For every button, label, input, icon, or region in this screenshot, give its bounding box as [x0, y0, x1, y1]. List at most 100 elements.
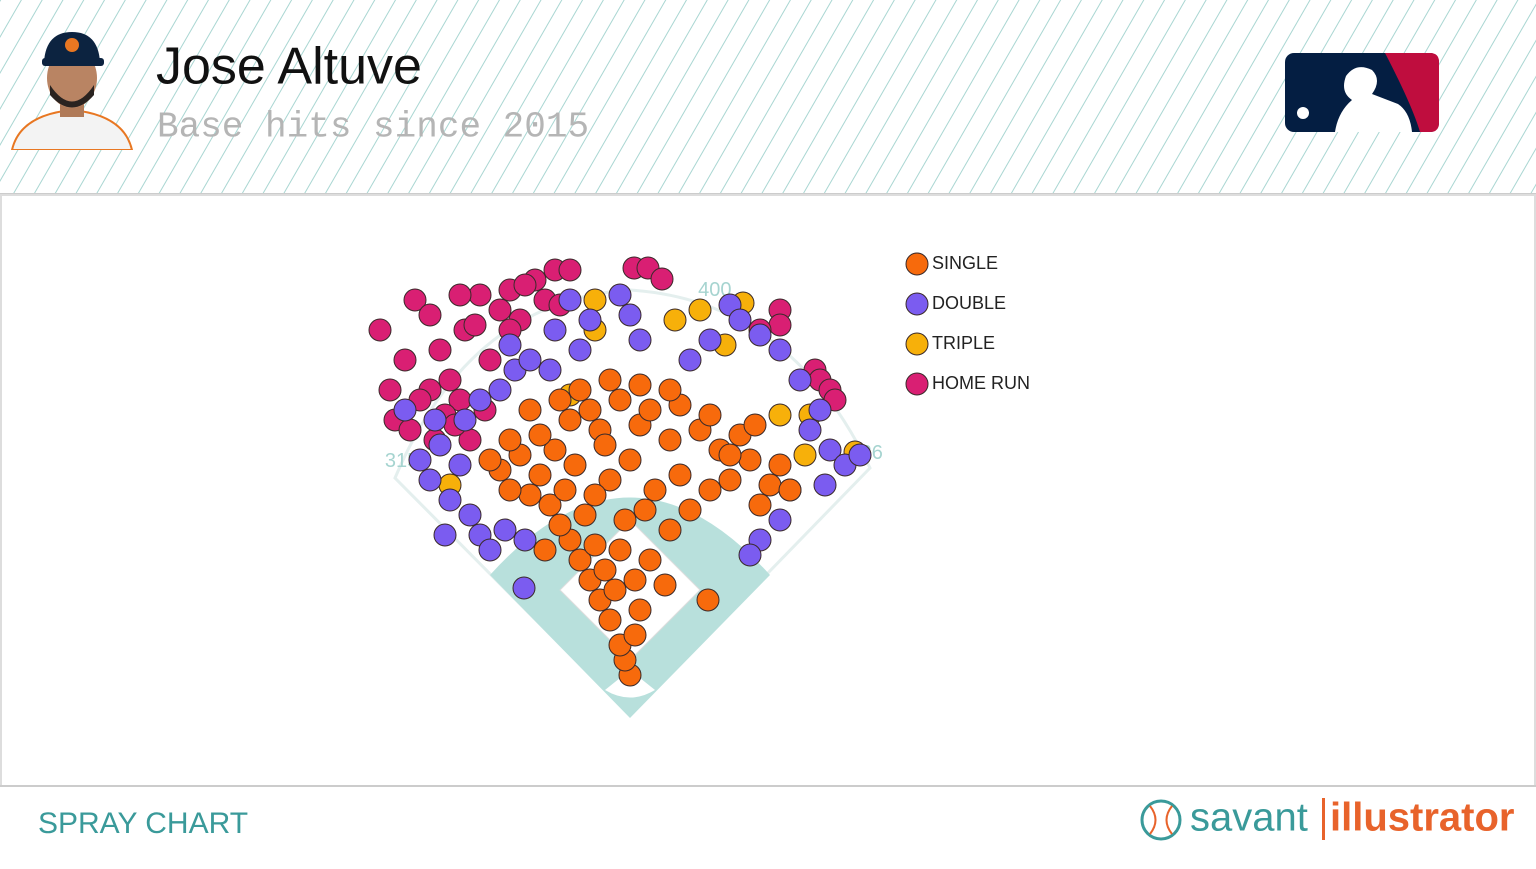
hit-dot	[738, 543, 762, 567]
footer-label: SPRAY CHART	[38, 807, 248, 840]
hit-dot	[658, 378, 682, 402]
legend-swatch	[905, 292, 929, 316]
savant-logo: savant illustrator	[1140, 796, 1514, 841]
hit-dot	[548, 388, 572, 412]
hit-dot	[513, 273, 537, 297]
player-name: Jose Altuve	[156, 38, 422, 96]
hit-dot	[398, 418, 422, 442]
hit-dot	[498, 478, 522, 502]
hit-dot	[688, 298, 712, 322]
hit-dot	[418, 303, 442, 327]
hit-dot	[608, 283, 632, 307]
legend-label: HOME RUN	[932, 373, 1030, 393]
hit-dot	[768, 403, 792, 427]
hit-dot	[603, 578, 627, 602]
hit-dot	[518, 483, 542, 507]
hit-dot	[618, 448, 642, 472]
hit-dot	[628, 328, 652, 352]
hit-dot	[718, 468, 742, 492]
hit-dot	[573, 503, 597, 527]
hit-dot	[778, 478, 802, 502]
hit-dot	[538, 493, 562, 517]
hit-dot	[393, 348, 417, 372]
hit-dot	[558, 288, 582, 312]
hit-dot	[543, 438, 567, 462]
hit-dot	[598, 468, 622, 492]
legend-swatch	[905, 332, 929, 356]
hit-dot	[593, 558, 617, 582]
hit-dot	[553, 478, 577, 502]
hit-dot	[613, 508, 637, 532]
hit-dot	[608, 388, 632, 412]
hit-dot	[748, 493, 772, 517]
hit-dot	[533, 538, 557, 562]
hit-dot	[538, 358, 562, 382]
hit-dot	[623, 623, 647, 647]
mlb-logo	[1285, 53, 1439, 132]
legend-label: DOUBLE	[932, 293, 1006, 313]
hit-dot	[528, 423, 552, 447]
hit-dot	[583, 288, 607, 312]
hit-dot	[728, 308, 752, 332]
hit-dot	[438, 368, 462, 392]
hit-dot	[608, 538, 632, 562]
hit-dot	[628, 598, 652, 622]
hit-dot	[393, 398, 417, 422]
hit-dot	[578, 398, 602, 422]
hit-dot	[678, 348, 702, 372]
legend-swatch	[905, 252, 929, 276]
hit-dot	[368, 318, 392, 342]
hit-dot	[408, 448, 432, 472]
hit-dot	[798, 418, 822, 442]
hit-dot	[808, 398, 832, 422]
hit-dot	[518, 348, 542, 372]
hit-dot	[548, 513, 572, 537]
hit-dot	[513, 528, 537, 552]
hit-dot	[493, 518, 517, 542]
hit-dot	[698, 328, 722, 352]
hit-dot	[498, 428, 522, 452]
hit-dot	[453, 408, 477, 432]
hit-dot	[403, 288, 427, 312]
hit-dot	[448, 453, 472, 477]
hit-dot	[663, 308, 687, 332]
plot-area: 315400326	[368, 256, 883, 687]
hit-dot	[598, 608, 622, 632]
hit-dot	[468, 283, 492, 307]
hit-dot	[558, 258, 582, 282]
hit-dot	[568, 548, 592, 572]
hit-dot	[768, 453, 792, 477]
hit-dot	[748, 323, 772, 347]
hit-dot	[418, 468, 442, 492]
hit-dot	[488, 378, 512, 402]
hit-dot	[518, 398, 542, 422]
hit-dot	[658, 518, 682, 542]
hit-dot	[378, 378, 402, 402]
hit-dot	[758, 473, 782, 497]
hit-dot	[653, 573, 677, 597]
hit-dot	[488, 298, 512, 322]
brand-left: savant	[1190, 796, 1308, 840]
hit-dot	[598, 368, 622, 392]
hit-dot	[698, 478, 722, 502]
hit-dot	[638, 548, 662, 572]
hit-dot	[568, 338, 592, 362]
hit-dot	[433, 523, 457, 547]
hit-dot	[563, 453, 587, 477]
hit-dot	[463, 313, 487, 337]
hit-dot	[478, 448, 502, 472]
hit-dot	[668, 463, 692, 487]
hit-dot	[793, 443, 817, 467]
hit-dot	[618, 303, 642, 327]
hit-dot	[638, 398, 662, 422]
hit-dot	[633, 498, 657, 522]
legend-label: TRIPLE	[932, 333, 995, 353]
hit-dot	[578, 308, 602, 332]
hit-dot	[438, 488, 462, 512]
hit-dot	[478, 348, 502, 372]
hit-dot	[628, 373, 652, 397]
header-stripes	[0, 0, 1536, 194]
hit-dot	[568, 378, 592, 402]
hit-dot	[428, 433, 452, 457]
hit-dot	[696, 588, 720, 612]
